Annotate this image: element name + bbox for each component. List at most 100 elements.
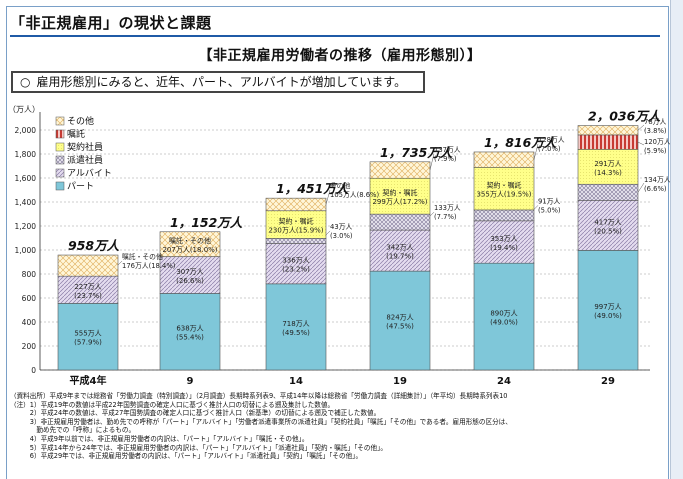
segment-percent-label: (19.7%) [386,253,414,261]
leader-line [325,190,331,205]
top-value-label: 137万人 [434,146,461,154]
leader-line [637,124,645,131]
summary-note: ○ 雇用形態別にみると、近年、パート、アルバイトが増加しています。 [11,71,425,93]
side-percent-label: 176万人(18.4%) [122,262,176,270]
top-percent-label: 105万人(8.6%) [330,191,379,199]
segment-value-label: 555万人 [74,330,101,338]
footnote-line: 3）非正規雇用労働者は、勤め先での呼称が「パート」「アルバイト」「労働者派遣事業… [10,417,512,426]
right-value-label: 134万人 [644,176,671,184]
footnotes: （資料出所）平成9年までは総務省「労働力調査（特別調査）」（2月調査）長期時系列… [10,392,670,461]
y-tick-label: 2,000 [15,126,37,135]
legend-swatch [55,155,65,165]
segment-percent-label: (20.5%) [594,227,622,235]
bar-segment-arubaito [577,200,639,251]
segment-percent-label: 355万人(19.5%) [476,191,531,199]
y-tick-label: 1,000 [15,246,37,255]
bar-total-label: 2，036万人 [588,109,661,124]
bar-segment-part [57,303,119,371]
page-title: 「非正規雇用」の現状と課題 [10,14,212,32]
legend-label: 嘱託 [67,128,85,140]
legend-swatch [55,142,65,152]
bar-segment-part [473,262,535,371]
title-rule [10,35,660,37]
leader-line [533,205,539,210]
segment-value-label: 227万人 [74,283,101,291]
side-value-label: 133万人 [434,204,461,212]
segment-percent-label: (19.4%) [490,244,518,252]
segment-percent-label: (47.5%) [386,323,414,331]
leader-line [325,230,331,236]
segment-percent-label: (57.9%) [74,339,102,347]
bar-segment-part [159,293,221,371]
bar-segment-haken [577,183,639,201]
bar-segment-keiyaku [265,210,327,239]
footnote-line: 6）平成29年では、非正規雇用労働者の内訳は、「パート」「アルバイト」「派遣社員… [10,452,363,461]
side-value-label: 嘱託・その他 [122,252,163,261]
segment-value-label: 997万人 [594,303,621,311]
bar-total-label: 958万人 [68,238,120,253]
y-tick-label: 400 [22,318,37,327]
segment-value-label: 353万人 [490,235,517,243]
segment-percent-label: 230万人(15.9%) [268,227,323,235]
y-tick-label: 800 [22,270,37,279]
x-category-label: 19 [393,376,407,387]
bar-segment-haken [473,209,535,222]
legend-label: パート [67,181,94,192]
footnote-line: 勤め先での「呼称」によるもの。 [10,426,136,435]
bar-total-label: 1，735万人 [380,145,453,160]
bar-total-label: 1，451万人 [276,181,349,196]
segment-percent-label: (55.4%) [176,334,204,342]
y-tick-label: 1,200 [15,222,37,231]
bar-segment-arubaito [369,229,431,272]
y-unit-label: （万人） [8,105,40,114]
segment-value-label: 342万人 [386,244,413,252]
x-category-label: 24 [497,376,511,387]
bar-segment-sonota [159,231,221,257]
segment-percent-label: (26.6%) [176,277,204,285]
bar-segment-shokutaku [577,134,639,150]
vertical-scrollbar[interactable] [670,0,683,479]
y-tick-label: 1,400 [15,198,37,207]
bullet-circle-icon: ○ [20,75,31,89]
x-category-label: 平成4年 [70,374,107,387]
side-percent-label: (7.7%) [434,213,457,221]
legend-label: アルバイト [67,168,112,179]
segment-value-label: 824万人 [386,314,413,322]
legend-label: 派遣社員 [67,154,103,166]
leader-line [637,141,645,146]
x-category-label: 9 [187,376,194,387]
segment-percent-label: (23.7%) [74,292,102,300]
bar-segment-sonota [369,161,431,179]
side-percent-label: (5.0%) [538,206,561,214]
side-value-label: 91万人 [538,197,560,205]
footnote-line: 4）平成9年以前では、非正規雇用労働者の内訳は、「パート」「アルバイト」「嘱託・… [10,434,309,443]
right-percent-label: (5.9%) [644,147,667,155]
bar-segment-part [265,283,327,371]
right-value-label: 120万人 [644,138,671,146]
top-percent-label: (7.0%) [538,145,561,153]
bar-segment-arubaito [473,220,535,264]
footnote-line: 2）平成24年の数値は、平成27年国勢調査の確定人口に基づく推計人口（新基準）の… [10,409,381,418]
segment-value-label: 417万人 [594,218,621,226]
y-tick-label: 600 [22,294,37,303]
legend-label: その他 [67,115,94,127]
leader-line [117,260,123,266]
segment-percent-label: (49.5%) [282,329,310,337]
summary-note-text: 雇用形態別にみると、近年、パート、アルバイトが増加しています。 [36,75,407,89]
bar-total-label: 1，816万人 [484,135,557,150]
top-value-label: 128万人 [538,136,565,144]
bar-total-label: 1，152万人 [170,215,243,230]
y-tick-label: 1,800 [15,150,37,159]
bar-segment-keiyaku [473,167,535,211]
segment-value-label: 307万人 [176,268,203,276]
right-percent-label: (6.6%) [644,185,667,193]
segment-value-label: 336万人 [282,257,309,265]
top-percent-label: (7.9%) [434,155,457,163]
bar-segment-sonota [265,197,327,212]
bar-segment-arubaito [159,256,221,294]
leader-line [637,182,645,193]
top-value-label: その他 [330,181,351,190]
right-value-label: 78万人 [644,118,666,126]
y-axis: 0 200 400 600 800 1,000 1,200 1,400 1,600 1,800 2,… [8,105,650,375]
